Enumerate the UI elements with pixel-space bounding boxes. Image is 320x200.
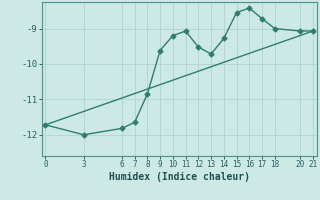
X-axis label: Humidex (Indice chaleur): Humidex (Indice chaleur): [109, 172, 250, 182]
